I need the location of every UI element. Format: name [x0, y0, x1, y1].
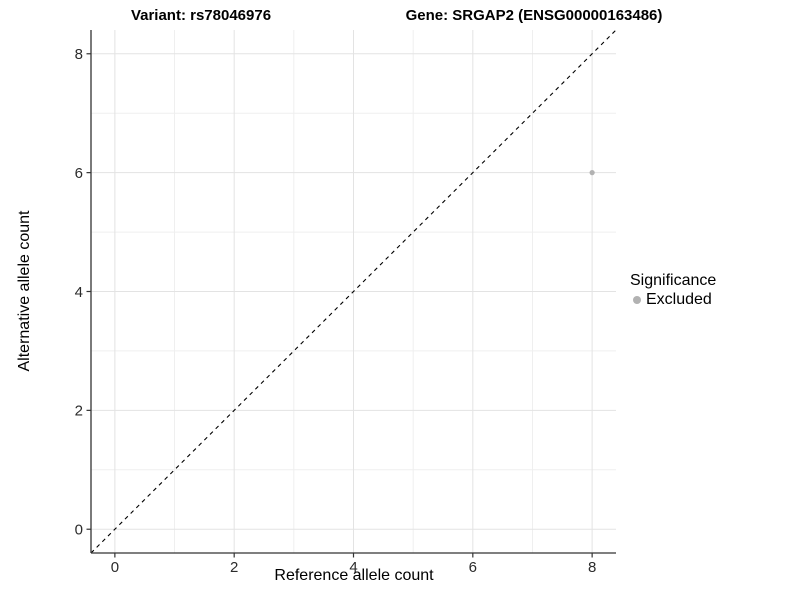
- identity-reference-line: [90, 29, 617, 554]
- y-tick-label: 6: [75, 165, 83, 182]
- x-axis-title: Reference allele count: [274, 567, 434, 584]
- gene-title: Gene: SRGAP2 (ENSG00000163486): [405, 7, 663, 24]
- legend-items: Excluded: [630, 291, 716, 309]
- x-tick-label: 6: [469, 559, 477, 576]
- x-tick-label: 2: [230, 559, 238, 576]
- x-tick-label: 0: [111, 559, 119, 576]
- y-tick-label: 4: [75, 284, 83, 301]
- legend-key-dot: [633, 296, 641, 304]
- data-point: [589, 170, 595, 176]
- y-tick-label: 8: [75, 46, 83, 63]
- legend: Significance Excluded: [630, 272, 716, 309]
- y-tick-label: 2: [75, 403, 83, 420]
- x-tick-label: 4: [349, 559, 357, 576]
- y-tick-label: 0: [75, 521, 83, 538]
- legend-item: Excluded: [633, 291, 716, 309]
- legend-title: Significance: [630, 272, 717, 289]
- variant-title: Variant: rs78046976: [130, 7, 272, 24]
- y-axis-title: Alternative allele count: [16, 210, 33, 372]
- x-tick-label: 8: [588, 559, 596, 576]
- legend-item-label: Excluded: [646, 291, 712, 308]
